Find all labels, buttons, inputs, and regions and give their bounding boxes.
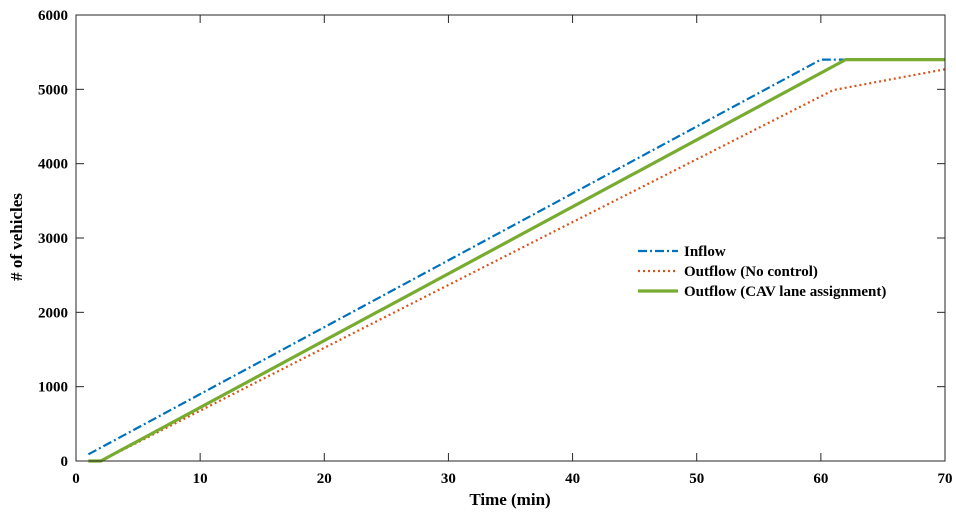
legend: Inflow Outflow (No control) Outflow (CAV l… [638,244,886,300]
y-tick-label: 4000 [38,157,68,173]
y-tick-label: 5000 [38,82,68,98]
x-tick-label: 10 [193,471,208,487]
y-tick-label: 6000 [38,8,68,24]
x-tick-label: 60 [813,471,828,487]
legend-label-3: Outflow (CAV lane assignment) [684,284,886,300]
x-tick-label: 40 [565,471,580,487]
plot-background [76,15,945,461]
y-axis-title: # of vehicles [7,193,26,281]
plot-area [76,15,945,461]
x-tick-label: 0 [72,471,80,487]
x-tick-label: 70 [938,471,953,487]
y-tick-label: 1000 [38,380,68,396]
legend-label-2: Outflow (No control) [684,264,818,280]
y-tick-label: 2000 [38,305,68,321]
x-axis-title: Time (min) [469,490,550,509]
x-tick-label: 30 [441,471,456,487]
legend-label-1: Inflow [684,244,726,260]
y-tick-label: 3000 [38,231,68,247]
y-tick-label: 0 [61,454,69,470]
x-tick-label: 20 [317,471,332,487]
axes: 0 10 20 30 40 50 60 70 0 1000 2000 3000 4000 5000 6000 [38,8,953,487]
x-tick-label: 50 [689,471,704,487]
